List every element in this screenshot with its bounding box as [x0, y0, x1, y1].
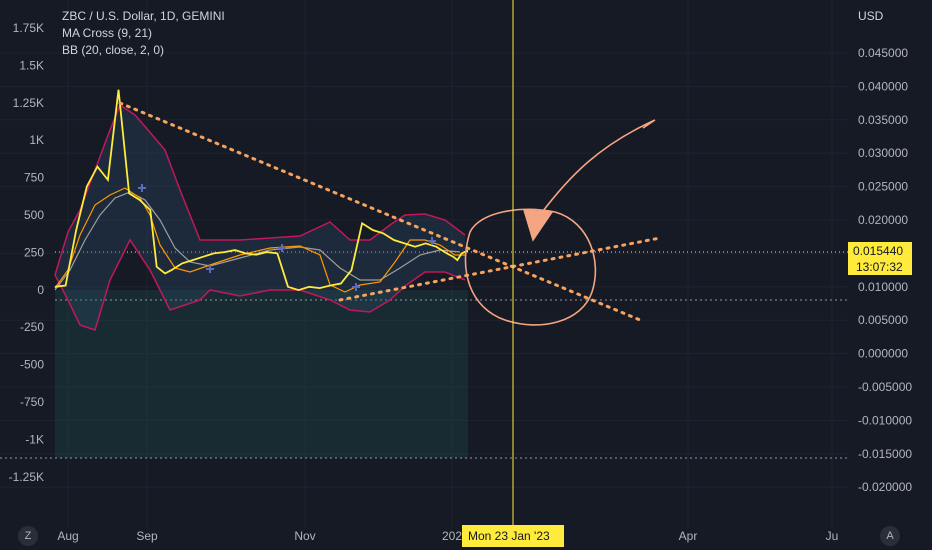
left-tick-label: 0	[37, 283, 44, 297]
symbol-title[interactable]: ZBC / U.S. Dollar, 1D, GEMINI	[62, 9, 225, 23]
right-axis: 0.045000 0.040000 0.035000 0.030000 0.025000…	[858, 46, 912, 494]
left-tick-label: -750	[20, 395, 44, 409]
circle-drawing[interactable]	[464, 208, 597, 326]
right-tick-label: -0.020000	[858, 480, 912, 494]
left-tick-label: -1.25K	[9, 470, 44, 484]
left-tick-label: 1K	[29, 133, 44, 147]
left-tick-label: -250	[20, 320, 44, 334]
time-tick-label: Apr	[679, 529, 698, 543]
price-line	[54, 89, 469, 292]
time-axis: Aug Sep Nov 202 Apr Ju	[57, 529, 838, 543]
cross-marker	[428, 237, 436, 245]
price-tag	[848, 242, 912, 259]
right-tick-label: -0.005000	[858, 380, 912, 394]
arrow-head-scribble[interactable]	[522, 209, 554, 242]
ma-cross-markers	[138, 184, 436, 291]
countdown-tag	[848, 259, 912, 275]
zoom-toggle-button[interactable]: Z	[18, 526, 38, 546]
volume-area	[55, 290, 468, 458]
grid	[0, 0, 848, 528]
indicator-ma-cross[interactable]: MA Cross (9, 21)	[62, 26, 153, 40]
left-tick-label: -500	[20, 358, 44, 372]
bollinger-band-lower	[54, 238, 466, 331]
bollinger-band-fill	[55, 105, 465, 330]
left-tick-label: 1.75K	[13, 21, 44, 35]
right-tick-label: 0.005000	[858, 313, 908, 327]
price-tag-label: 0.015440	[853, 244, 903, 258]
ma-slow-line	[54, 191, 461, 291]
crosshair-time-label: Mon 23 Jan '23	[468, 529, 550, 543]
downtrend-line[interactable]	[118, 101, 642, 322]
right-tick-label: 0.020000	[858, 213, 908, 227]
left-axis: 1.75K 1.5K 1.25K 1K 750 500 250 0 -250 -500 -750 -1…	[9, 21, 45, 484]
left-tick-label: 1.25K	[13, 96, 44, 110]
cross-marker	[352, 283, 360, 291]
time-tick-label: 202	[442, 529, 462, 543]
right-tick-label: -0.015000	[858, 447, 912, 461]
right-tick-label: -0.010000	[858, 413, 912, 427]
chart-legend: ZBC / U.S. Dollar, 1D, GEMINI MA Cross (…	[62, 8, 225, 59]
cross-marker	[138, 184, 146, 192]
currency-label: USD	[858, 9, 884, 23]
crosshair-time-tag	[462, 525, 564, 547]
indicator-bb[interactable]: BB (20, close, 2, 0)	[62, 43, 165, 57]
time-tick-label: Aug	[57, 529, 78, 543]
left-tick-label: 250	[24, 245, 44, 259]
left-tick-label: -1K	[25, 432, 44, 446]
right-tick-label: 0.030000	[858, 146, 908, 160]
time-tick-label: Sep	[136, 529, 158, 543]
arrow-drawing[interactable]	[539, 119, 656, 216]
cross-marker	[278, 244, 286, 252]
right-tick-label: 0.045000	[858, 46, 908, 60]
right-tick-label: 0.010000	[858, 280, 908, 294]
left-tick-label: 750	[24, 171, 44, 185]
right-tick-label: 0.040000	[858, 79, 908, 93]
right-tick-label: 0.035000	[858, 113, 908, 127]
uptrend-line[interactable]	[338, 236, 662, 302]
auto-scale-button[interactable]: A	[880, 526, 900, 546]
countdown-tag-label: 13:07:32	[856, 260, 903, 274]
right-tick-label: 0.025000	[858, 180, 908, 194]
left-tick-label: 1.5K	[19, 58, 44, 72]
bollinger-band-upper	[54, 103, 466, 276]
left-tick-label: 500	[24, 208, 44, 222]
time-tick-label: Ju	[826, 529, 839, 543]
right-tick-label: 0.000000	[858, 347, 908, 361]
time-tick-label: Nov	[294, 529, 315, 543]
cross-marker	[206, 265, 214, 273]
